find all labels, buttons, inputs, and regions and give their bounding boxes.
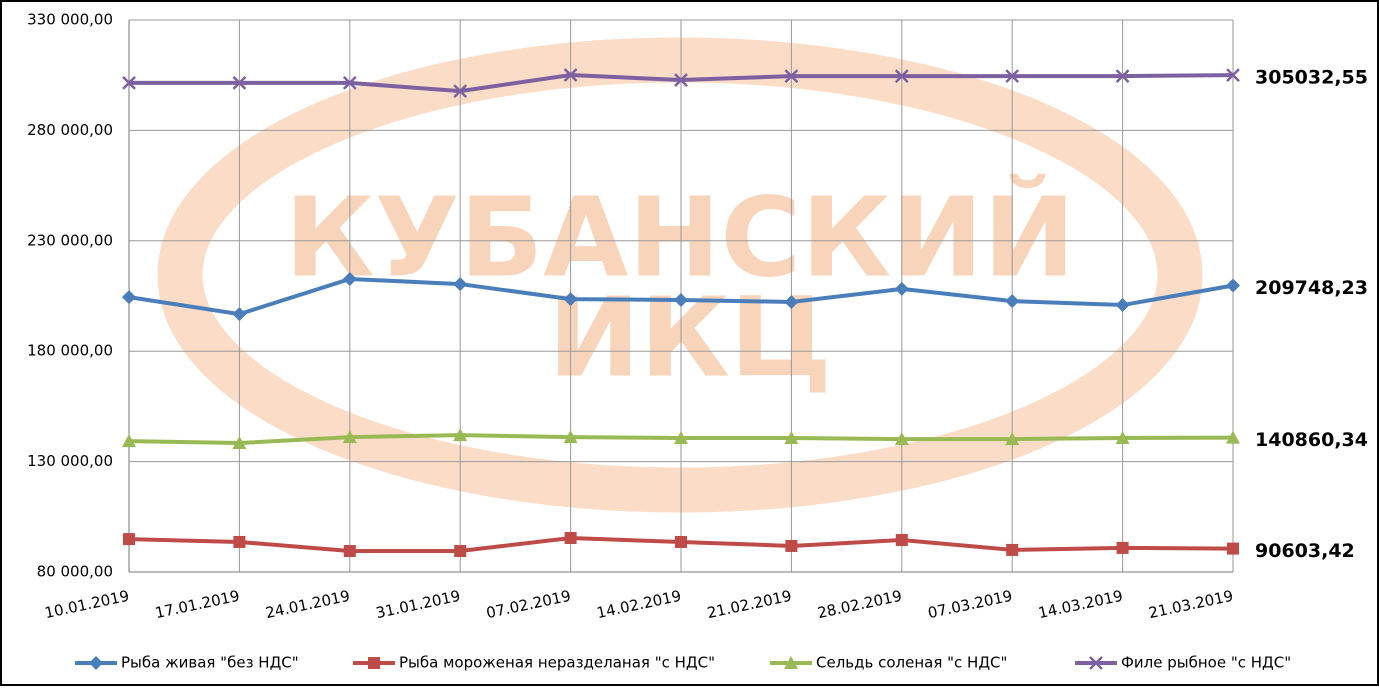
legend-marker <box>89 656 103 670</box>
point <box>1115 69 1130 83</box>
point <box>342 76 357 90</box>
point <box>894 432 909 446</box>
y-tick-label: 180 000,00 <box>27 342 113 360</box>
point <box>1005 69 1020 83</box>
point <box>122 434 136 448</box>
y-tick-label: 280 000,00 <box>27 121 113 139</box>
point <box>232 307 247 322</box>
point <box>674 292 688 307</box>
point <box>1115 298 1130 313</box>
point <box>564 531 577 544</box>
point <box>453 428 468 442</box>
value-label: 209748,23 <box>1255 277 1368 299</box>
legend-marker <box>784 656 798 669</box>
point <box>1226 278 1240 293</box>
point <box>894 69 909 83</box>
point <box>232 76 247 90</box>
point <box>342 430 357 444</box>
point <box>1005 294 1020 309</box>
watermark: КУБАНСКИЙ <box>285 172 1076 301</box>
point <box>453 84 468 98</box>
value-label: 305032,55 <box>1255 67 1368 89</box>
point <box>1006 543 1019 556</box>
watermark: ИКЦ <box>548 273 832 401</box>
watermark-ring <box>157 37 1203 513</box>
y-tick-label: 330 000,00 <box>27 11 113 29</box>
point <box>784 430 799 444</box>
legend-label: Рыба живая "без НДС" <box>121 654 299 672</box>
point <box>894 281 909 296</box>
point <box>675 535 687 548</box>
y-tick-label: 130 000,00 <box>27 452 113 470</box>
point <box>785 539 798 552</box>
point <box>1116 541 1129 554</box>
legend-marker <box>1089 656 1103 670</box>
point <box>895 533 908 546</box>
point <box>122 290 136 305</box>
legend-label: Филе рыбное "с НДС" <box>1121 654 1291 672</box>
point <box>563 430 578 444</box>
y-tick-label: 80 000,00 <box>37 563 113 581</box>
point <box>1227 542 1239 555</box>
point <box>784 69 799 83</box>
point <box>784 294 799 309</box>
value-label: 140860,34 <box>1255 429 1368 451</box>
legend-label: Сельдь соленая "с НДС" <box>816 654 1007 672</box>
point <box>122 76 136 90</box>
point <box>453 277 468 292</box>
point <box>1115 430 1130 444</box>
legend-marker <box>368 657 380 669</box>
point <box>563 292 578 307</box>
point <box>343 545 356 558</box>
value-label: 90603,42 <box>1255 540 1355 562</box>
point <box>233 535 246 548</box>
point <box>674 73 688 87</box>
legend-label: Рыба мороженая неразделаная "с НДС" <box>399 654 715 672</box>
point <box>454 545 467 558</box>
point <box>1226 68 1240 83</box>
point <box>563 68 578 82</box>
point <box>123 533 135 546</box>
y-tick-label: 230 000,00 <box>27 231 113 249</box>
point <box>232 436 247 450</box>
point <box>674 430 688 444</box>
point <box>342 271 357 286</box>
point <box>1005 432 1020 446</box>
point <box>1226 430 1240 444</box>
